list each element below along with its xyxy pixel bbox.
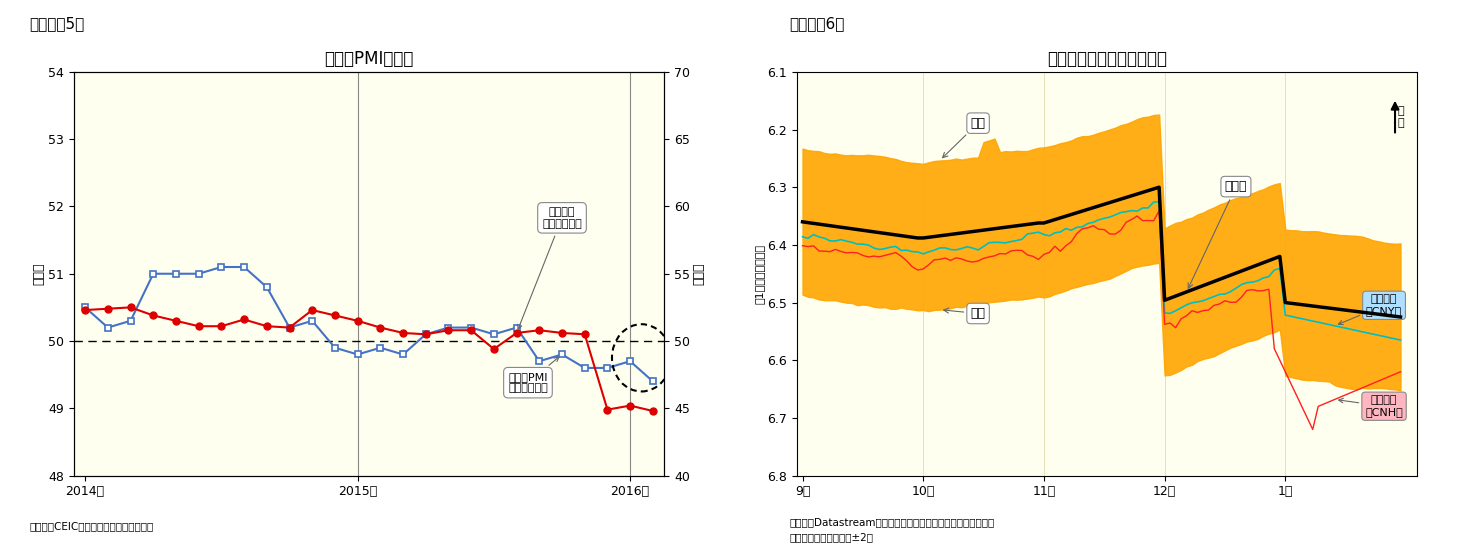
Title: 製造業PMIの推移: 製造業PMIの推移 <box>325 50 413 67</box>
Title: 基準値の上下限と市場実勢: 基準値の上下限と市場実勢 <box>1046 50 1168 67</box>
Text: 上限: 上限 <box>943 117 986 158</box>
Y-axis label: （％）: （％） <box>32 263 46 285</box>
Text: （資料）Datastreamのデータを元にニッセイ基礎研究所で作成: （資料）Datastreamのデータを元にニッセイ基礎研究所で作成 <box>790 517 995 527</box>
Y-axis label: （1米国ドル＝元）: （1米国ドル＝元） <box>754 244 765 304</box>
Text: 市場実勢
（CNY）: 市場実勢 （CNY） <box>1339 295 1402 325</box>
Text: （図表－5）: （図表－5） <box>30 17 84 32</box>
Text: 市場実勢
（CNH）: 市場実勢 （CNH） <box>1339 395 1402 417</box>
Text: 製造業PMI
（左目盛り）: 製造業PMI （左目盛り） <box>508 357 559 394</box>
Text: （資料）CEIC（出所は中国国家統計局）: （資料）CEIC（出所は中国国家統計局） <box>30 521 154 531</box>
Text: （図表－6）: （図表－6） <box>790 17 846 32</box>
Text: 予想指数
（右目盛り）: 予想指数 （右目盛り） <box>518 207 582 329</box>
Text: 基準値: 基準値 <box>1188 180 1247 288</box>
Text: 元
高: 元 高 <box>1398 106 1404 128</box>
Y-axis label: （％）: （％） <box>692 263 706 285</box>
Text: （注）上下限は基準値±2％: （注）上下限は基準値±2％ <box>790 532 874 542</box>
Text: 下限: 下限 <box>943 307 986 320</box>
